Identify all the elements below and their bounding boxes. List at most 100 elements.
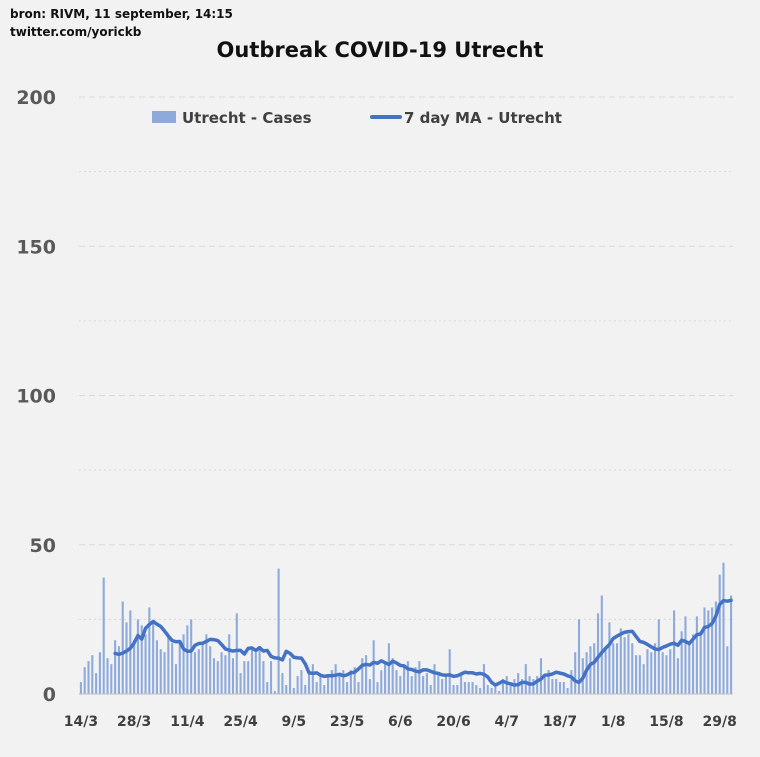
bar-series: [79, 562, 733, 694]
bar: [627, 634, 630, 694]
bar: [197, 649, 200, 694]
bar: [205, 634, 208, 694]
bar: [83, 667, 86, 694]
x-tick-labels: 14/3 28/3 11/4 25/4 9/5 23/5 6/6 20/6 4/7 18/7 1/8…: [64, 714, 737, 730]
x-tick-label: 1/8: [601, 714, 626, 730]
bar: [558, 682, 562, 694]
bar: [634, 655, 638, 694]
bar: [692, 634, 695, 694]
bar: [243, 661, 246, 694]
bar: [292, 688, 295, 694]
bar: [311, 664, 314, 694]
bar: [285, 685, 288, 694]
bar: [479, 688, 482, 694]
bar: [665, 655, 668, 694]
bar: [152, 622, 155, 694]
x-tick-label: 29/8: [703, 714, 737, 730]
bar: [418, 661, 421, 694]
bar: [509, 685, 512, 694]
bar: [368, 679, 371, 694]
bar: [532, 679, 535, 694]
bar: [646, 649, 649, 694]
bar: [463, 682, 466, 694]
bar: [247, 661, 250, 694]
bar: [680, 631, 683, 694]
bar: [323, 685, 326, 694]
bar: [467, 682, 470, 694]
bar: [95, 673, 98, 694]
legend: Utrecht - Cases 7 day MA - Utrecht: [152, 109, 562, 127]
bar: [254, 652, 257, 694]
bar: [167, 634, 170, 694]
bar: [296, 676, 299, 694]
bar: [250, 649, 254, 694]
bar: [593, 643, 596, 694]
bar: [482, 664, 485, 694]
bar: [190, 619, 193, 694]
bar: [288, 658, 292, 694]
bar: [406, 661, 409, 694]
x-tick-label: 23/5: [330, 714, 364, 730]
bar: [730, 595, 733, 694]
bar: [714, 601, 717, 694]
bar: [657, 619, 660, 694]
bar: [140, 625, 143, 694]
bar: [456, 685, 459, 694]
bar: [117, 646, 120, 694]
bar: [410, 676, 413, 694]
bar: [239, 673, 242, 694]
bar: [87, 661, 90, 694]
bar: [212, 658, 216, 694]
bar: [228, 634, 231, 694]
bar: [186, 625, 189, 694]
bar: [133, 640, 136, 694]
bar: [460, 673, 463, 694]
x-tick-label: 4/7: [494, 714, 519, 730]
bar: [566, 688, 569, 694]
bar: [300, 670, 303, 694]
gridlines: [79, 96, 733, 620]
bar: [494, 685, 497, 694]
bar: [91, 655, 94, 694]
bar: [441, 679, 444, 694]
bar: [114, 640, 117, 694]
bar: [224, 655, 227, 694]
bar: [699, 631, 702, 694]
bar: [562, 682, 565, 694]
bar: [304, 685, 307, 694]
bar: [654, 643, 657, 694]
x-tick-label: 6/6: [388, 714, 413, 730]
bar: [266, 682, 269, 694]
y-tick-label: 150: [16, 236, 56, 258]
bar: [342, 670, 345, 694]
source-credit: bron: RIVM, 11 september, 14:15: [10, 7, 233, 21]
bar: [273, 691, 276, 694]
bar: [475, 685, 478, 694]
bar: [673, 610, 676, 694]
bar: [98, 652, 101, 694]
bar: [539, 658, 543, 694]
x-tick-label: 14/3: [64, 714, 98, 730]
bar: [452, 685, 455, 694]
bar: [178, 643, 181, 694]
moving-average-line: [113, 598, 733, 687]
bar: [551, 679, 554, 694]
bar: [425, 673, 428, 694]
bar: [638, 655, 641, 694]
y-tick-label: 0: [43, 684, 56, 706]
bar: [661, 652, 664, 694]
bar: [231, 658, 235, 694]
bar: [159, 649, 162, 694]
chart-title: Outbreak COVID-19 Utrecht: [216, 38, 544, 62]
bar: [155, 640, 158, 694]
bar: [327, 676, 330, 694]
moving-average-series: [113, 598, 733, 687]
bar: [174, 664, 178, 694]
bar: [361, 658, 364, 694]
y-tick-label: 200: [16, 87, 56, 109]
bar: [319, 676, 322, 694]
bar: [387, 643, 390, 694]
bar: [433, 664, 436, 694]
bar: [543, 676, 546, 694]
